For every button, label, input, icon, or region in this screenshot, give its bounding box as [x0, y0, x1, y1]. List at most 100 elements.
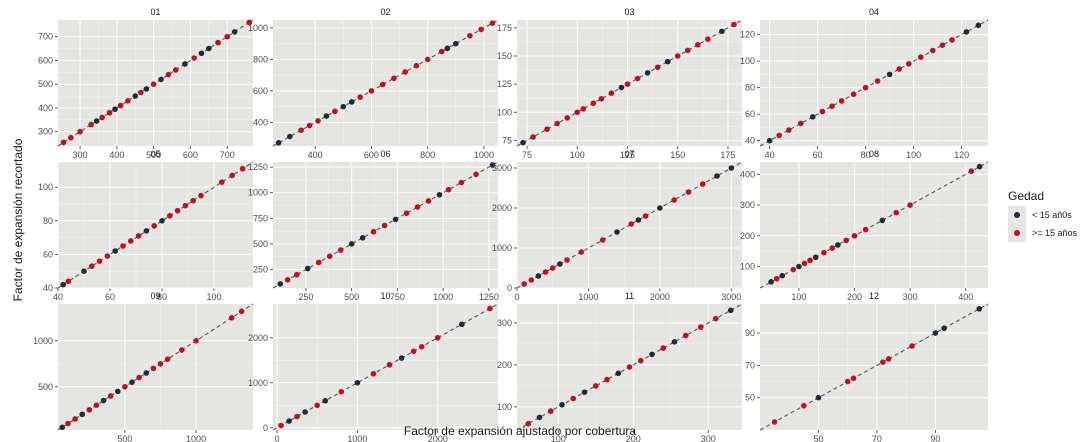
x-tick-label: 175 [720, 150, 735, 160]
facet-strip-label: 06 [380, 149, 390, 159]
data-point-ge15 [167, 212, 173, 219]
facet-panel-03: 03 75 100 125 150 175 75 100 125 150 175 [497, 7, 743, 160]
data-point-ge15 [570, 395, 577, 402]
x-tick-label: 400 [109, 150, 124, 160]
y-tick-label: 100 [497, 402, 512, 412]
data-point-ge15 [578, 249, 585, 255]
data-point-lt15 [768, 279, 774, 285]
data-point-lt15 [879, 217, 886, 224]
y-tick-label: 500 [38, 79, 53, 89]
data-point-ge15 [413, 62, 420, 69]
data-point-ge15 [654, 64, 661, 71]
legend-key-lt15 [1014, 212, 1020, 218]
data-point-ge15 [117, 102, 124, 109]
data-point-ge15 [315, 259, 322, 266]
y-tick-label: 1000 [492, 243, 512, 253]
data-point-lt15 [766, 137, 773, 144]
data-point-lt15 [286, 418, 292, 424]
data-point-ge15 [671, 197, 677, 203]
data-point-lt15 [649, 351, 655, 358]
x-tick-label: 1000 [578, 292, 598, 302]
data-point-ge15 [88, 121, 94, 128]
data-point-ge15 [410, 348, 417, 355]
x-tick-label: 500 [146, 150, 161, 160]
x-tick-label: 40 [53, 292, 63, 302]
data-point-ge15 [604, 376, 610, 383]
y-tick-label: 60 [43, 249, 53, 259]
data-point-ge15 [467, 32, 473, 39]
data-point-ge15 [907, 202, 913, 208]
data-point-ge15 [829, 103, 835, 110]
x-tick-label: 2000 [428, 434, 448, 442]
legend-item-lt15: < 15 añ0s [1008, 206, 1072, 224]
x-tick-label: 100 [551, 434, 566, 442]
data-point-ge15 [838, 98, 845, 104]
data-point-ge15 [580, 106, 587, 112]
data-point-ge15 [896, 66, 902, 72]
data-point-ge15 [634, 75, 641, 82]
data-point-ge15 [642, 213, 649, 219]
identity-reference-line [759, 303, 989, 431]
data-point-lt15 [275, 140, 282, 146]
panel-background [760, 304, 988, 430]
legend-label-lt15: < 15 añ0s [1032, 210, 1072, 220]
data-point-ge15 [228, 314, 235, 321]
data-point-ge15 [298, 127, 304, 134]
x-tick-label: 100 [570, 150, 585, 160]
y-tick-label: 100 [740, 56, 755, 66]
data-point-ge15 [337, 247, 344, 253]
data-point-lt15 [714, 173, 720, 179]
data-point-ge15 [77, 128, 83, 135]
x-tick-label: 100 [791, 292, 806, 302]
y-tick-label: 300 [740, 200, 755, 210]
facet-panel-12: 12 50 70 90 50 70 90 [745, 291, 989, 442]
y-tick-label: 100 [497, 107, 512, 117]
data-point-ge15 [370, 370, 377, 377]
y-tick-label: 60 [745, 109, 755, 119]
data-point-ge15 [179, 347, 185, 353]
data-point-ge15 [628, 221, 635, 227]
x-tick-label: 800 [420, 150, 435, 160]
data-point-lt15 [59, 424, 66, 431]
x-tick-label: 0 [514, 292, 519, 302]
data-point-ge15 [473, 171, 479, 178]
data-point-lt15 [112, 248, 118, 254]
y-tick-label: 300 [497, 318, 512, 328]
data-point-ge15 [850, 375, 857, 382]
data-point-ge15 [685, 189, 692, 195]
y-tick-label: 50 [745, 393, 755, 403]
data-point-ge15 [487, 305, 493, 312]
data-point-ge15 [939, 42, 946, 48]
data-point-ge15 [819, 108, 826, 115]
y-tick-label: 80 [43, 216, 53, 226]
data-point-ge15 [60, 139, 67, 146]
x-tick-label: 500 [117, 434, 132, 442]
data-point-ge15 [68, 134, 74, 141]
data-point-lt15 [975, 22, 982, 29]
data-point-ge15 [294, 413, 300, 420]
data-point-ge15 [72, 416, 78, 422]
y-tick-label: 100 [38, 182, 53, 192]
data-point-lt15 [719, 28, 725, 35]
data-point-ge15 [215, 39, 221, 46]
data-point-ge15 [284, 277, 291, 283]
x-tick-label: 100 [206, 292, 221, 302]
data-point-ge15 [478, 26, 484, 33]
data-point-lt15 [727, 307, 734, 314]
data-point-ge15 [906, 60, 912, 67]
x-tick-label: 60 [813, 150, 823, 160]
y-tick-label: 1000 [33, 336, 53, 346]
data-point-ge15 [402, 69, 408, 75]
facet-panel-05: 05 40 60 80 100 40 60 80 100 [38, 149, 254, 302]
data-point-ge15 [564, 257, 570, 263]
data-point-lt15 [976, 163, 983, 170]
facet-strip-label: 09 [150, 291, 160, 301]
data-point-lt15 [520, 139, 526, 146]
y-axis-title: Factor de expansión recortado [11, 138, 25, 301]
data-point-ge15 [125, 98, 131, 104]
data-point-lt15 [728, 165, 735, 171]
data-point-lt15 [354, 379, 361, 386]
legend-item-ge15: >= 15 años [1008, 224, 1078, 242]
data-point-ge15 [150, 365, 157, 372]
